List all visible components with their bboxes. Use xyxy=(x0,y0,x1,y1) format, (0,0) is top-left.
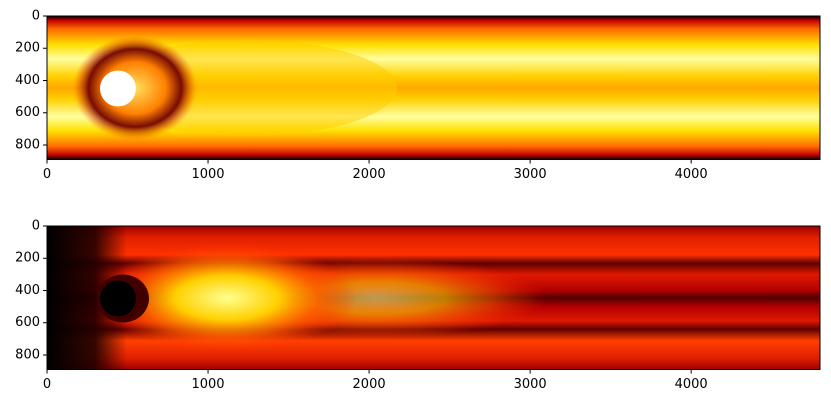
axes-frame xyxy=(46,15,821,160)
y-tick-label: 600 xyxy=(15,315,40,330)
x-tick-label: 0 xyxy=(43,377,51,392)
heatmap-top xyxy=(47,16,820,160)
x-tick-label: 1000 xyxy=(191,167,224,182)
heatmap-bottom xyxy=(47,226,820,370)
y-tick-label: 200 xyxy=(15,251,40,266)
x-tick-label: 3000 xyxy=(514,167,547,182)
wake xyxy=(97,243,357,353)
x-tick-label: 4000 xyxy=(675,377,708,392)
y-tick-label: 0 xyxy=(32,9,40,24)
obstacle xyxy=(100,280,136,317)
x-tick-label: 4000 xyxy=(675,167,708,182)
y-tick-label: 800 xyxy=(15,347,40,362)
x-tick-label: 2000 xyxy=(353,167,386,182)
obstacle xyxy=(100,70,136,107)
y-tick-label: 200 xyxy=(15,41,40,56)
x-tick-label: 1000 xyxy=(191,377,224,392)
y-tick-label: 400 xyxy=(15,73,40,88)
y-tick-label: 400 xyxy=(15,283,40,298)
x-tick-label: 0 xyxy=(43,167,51,182)
axes-frame xyxy=(46,225,821,370)
y-tick-label: 600 xyxy=(15,105,40,120)
y-tick-label: 800 xyxy=(15,137,40,152)
x-tick-label: 2000 xyxy=(353,377,386,392)
x-tick-label: 3000 xyxy=(514,377,547,392)
y-tick-label: 0 xyxy=(32,219,40,234)
